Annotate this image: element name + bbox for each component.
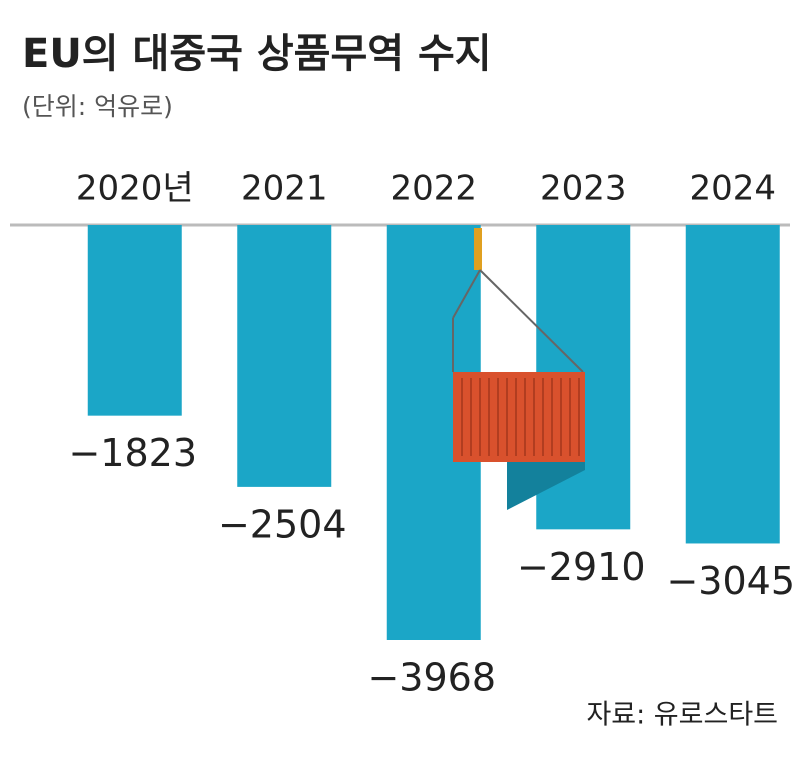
container-stripes bbox=[461, 378, 580, 456]
value-label: −2504 bbox=[218, 502, 347, 546]
bars bbox=[87, 225, 780, 640]
cable bbox=[452, 269, 481, 319]
bar bbox=[237, 225, 332, 487]
category-label: 2020년 bbox=[76, 169, 194, 209]
value-label: −1823 bbox=[68, 431, 197, 475]
category-label: 2022 bbox=[390, 169, 477, 209]
bar bbox=[685, 225, 780, 544]
value-label: −3045 bbox=[666, 559, 795, 603]
category-label: 2021 bbox=[241, 169, 328, 209]
category-label: 2023 bbox=[540, 169, 627, 209]
cable bbox=[479, 269, 584, 373]
value-label: −2910 bbox=[517, 545, 646, 589]
container-shadow bbox=[507, 462, 585, 510]
source: 자료: 유로스타트 bbox=[586, 700, 778, 731]
crane-hook bbox=[474, 228, 482, 270]
chart-subtitle: (단위: 억유로) bbox=[22, 92, 173, 121]
container-illustration bbox=[452, 228, 585, 510]
container bbox=[453, 372, 585, 462]
category-label: 2024 bbox=[689, 169, 776, 209]
value-label: −3968 bbox=[367, 656, 496, 700]
bar bbox=[87, 225, 182, 416]
chart-title: EU의 대중국 상품무역 수지 bbox=[22, 31, 492, 77]
